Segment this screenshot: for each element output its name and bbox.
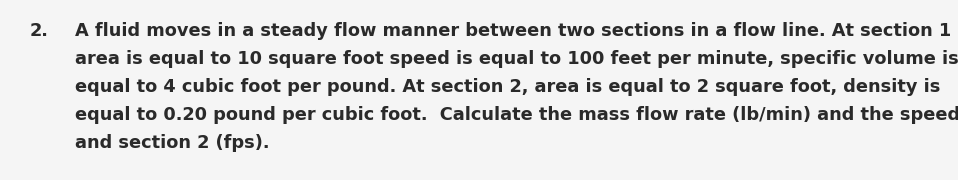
Text: equal to 4 cubic foot per pound. At section 2, area is equal to 2 square foot, d: equal to 4 cubic foot per pound. At sect… xyxy=(75,78,941,96)
Text: 2.: 2. xyxy=(30,22,49,40)
Text: equal to 0.20 pound per cubic foot.  Calculate the mass flow rate (lb/min) and t: equal to 0.20 pound per cubic foot. Calc… xyxy=(75,106,958,124)
Text: and section 2 (fps).: and section 2 (fps). xyxy=(75,134,269,152)
Text: A fluid moves in a steady flow manner between two sections in a flow line. At se: A fluid moves in a steady flow manner be… xyxy=(75,22,951,40)
Text: area is equal to 10 square foot speed is equal to 100 feet per minute, specific : area is equal to 10 square foot speed is… xyxy=(75,50,958,68)
